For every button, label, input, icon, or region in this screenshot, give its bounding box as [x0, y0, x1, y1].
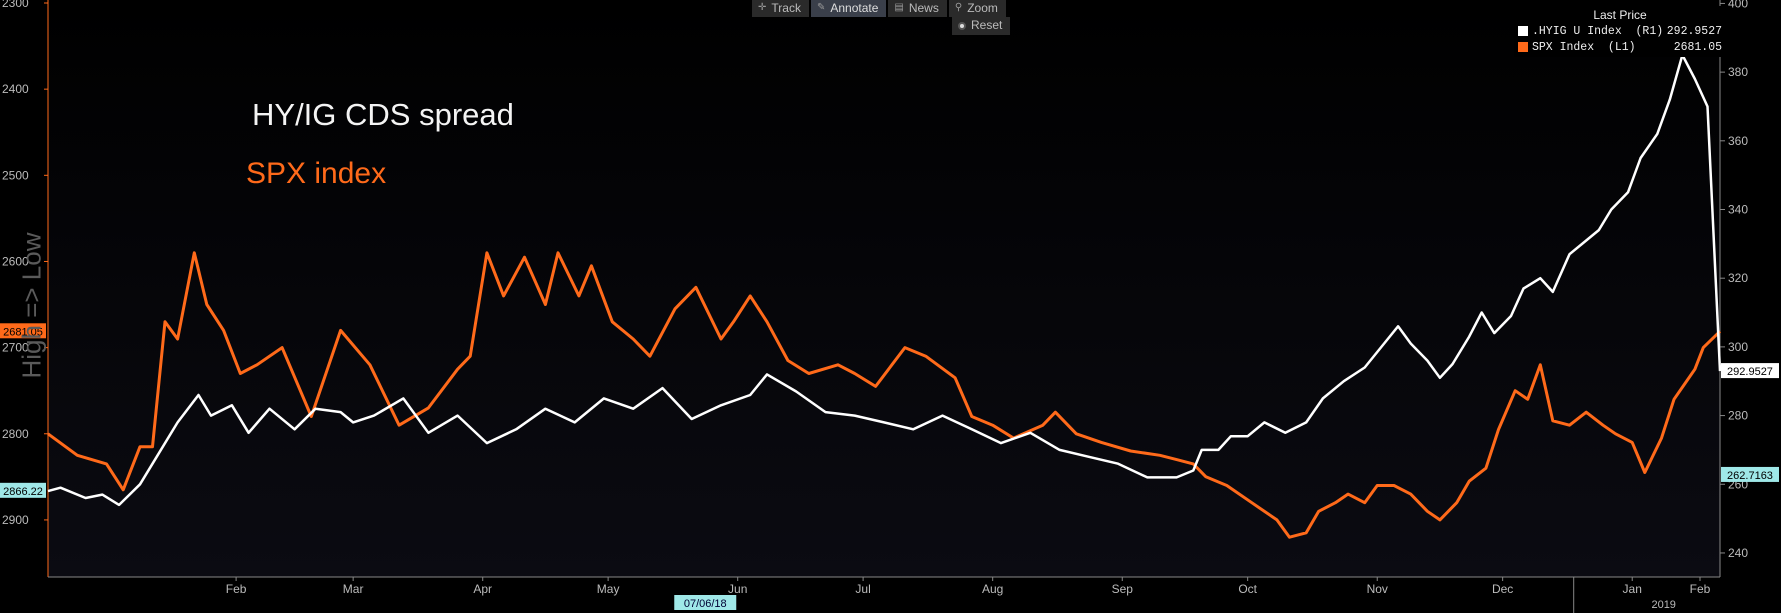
pencil-icon: ✎	[816, 2, 826, 13]
news-icon: ▤	[894, 2, 904, 13]
high-low-side-label: High => Low	[16, 232, 47, 379]
left-axis-ticks: 2300 2400 2500 2600 2700 2800 2900	[2, 0, 48, 527]
x-tick-label: Apr	[473, 582, 492, 596]
right-tick-label: 280	[1728, 409, 1748, 423]
annotate-button[interactable]: ✎ Annotate	[810, 0, 887, 17]
right-last-marker-box	[1721, 363, 1779, 379]
x-tick-label: Jan	[1623, 582, 1642, 596]
left-low-marker-box	[0, 482, 46, 498]
date-marker-box	[674, 595, 737, 610]
x-tick-label: Dec	[1492, 582, 1513, 596]
reset-label: Reset	[971, 18, 1003, 32]
reset-icon	[958, 21, 966, 30]
left-tick-label: 2600	[2, 254, 29, 268]
track-button[interactable]: ✛ Track	[752, 0, 809, 17]
hy-ig-annotation: HY/IG CDS spread	[252, 97, 514, 132]
legend-name: .HYIG U Index (R1)	[1532, 24, 1664, 38]
reset-button[interactable]: Reset	[952, 17, 1011, 35]
annotate-label: Annotate	[830, 1, 879, 15]
chart-legend: Last Price .HYIG U Index (R1) 292.9527 S…	[1514, 6, 1726, 57]
left-tick-label: 2400	[2, 82, 29, 96]
news-label: News	[908, 1, 939, 15]
right-tick-label: 300	[1728, 340, 1748, 354]
legend-item-spx: SPX Index (L1) 2681.05	[1518, 39, 1722, 55]
legend-item-hyig: .HYIG U Index (R1) 292.9527	[1518, 23, 1722, 39]
x-tick-label: Oct	[1238, 582, 1257, 596]
legend-swatch-hyig	[1518, 26, 1528, 36]
left-last-marker-label: 2681.05	[3, 326, 43, 338]
right-tick-label: 320	[1728, 271, 1748, 285]
legend-value: 2681.05	[1673, 40, 1722, 54]
crosshair-icon: ✛	[758, 2, 767, 13]
left-last-marker-box	[0, 323, 46, 339]
x-axis-ticks: Feb Mar Apr May Jun Jul Aug Sep Oct Nov Dec Jan Feb 2…	[226, 577, 1711, 613]
x-tick-label: Sep	[1112, 582, 1134, 596]
x-tick-label: Jul	[855, 582, 870, 596]
left-tick-label: 2800	[2, 427, 29, 441]
x-tick-label: Nov	[1367, 582, 1388, 596]
x-tick-label: Feb	[1690, 582, 1711, 596]
right-tick-label: 380	[1728, 65, 1748, 79]
x-tick-label: May	[597, 582, 620, 596]
legend-title: Last Price	[1593, 8, 1647, 22]
legend-value: 292.9527	[1666, 24, 1722, 38]
zoom-button[interactable]: ⚲ Zoom	[948, 0, 1006, 17]
spx-series-line	[47, 251, 1722, 539]
right-tick-label: 400	[1728, 0, 1748, 10]
chart-toolbar: ✛ Track ✎ Annotate ▤ News ⚲ Zoom	[752, 0, 1006, 17]
right-last-marker-label: 292.9527	[1727, 366, 1773, 378]
left-tick-label: 2700	[2, 341, 29, 355]
left-tick-label: 2300	[2, 0, 29, 10]
x-tick-label: Feb	[226, 582, 247, 596]
x-tick-label: Jun	[728, 582, 747, 596]
plot-area	[48, 0, 1720, 577]
track-label: Track	[771, 1, 801, 15]
legend-name: SPX Index (L1)	[1532, 40, 1636, 54]
magnifier-icon: ⚲	[954, 2, 963, 13]
x-tick-label: Aug	[982, 582, 1003, 596]
year-label: 2019	[1651, 599, 1675, 611]
left-low-marker-label: 2866.22	[3, 486, 43, 498]
right-tick-label: 340	[1728, 203, 1748, 217]
legend-swatch-spx	[1518, 42, 1528, 52]
axis-value-markers: 2681.05 2866.22 292.9527 262.7163	[0, 323, 1779, 498]
right-tick-label: 360	[1728, 134, 1748, 148]
right-low-marker-box	[1721, 466, 1779, 482]
date-marker-label: 07/06/18	[684, 598, 727, 610]
x-tick-label: Mar	[343, 582, 364, 596]
left-tick-label: 2900	[2, 513, 29, 527]
right-tick-label: 240	[1728, 546, 1748, 560]
left-tick-label: 2500	[2, 168, 29, 182]
hyig-series-line	[47, 53, 1722, 507]
spx-annotation: SPX index	[246, 157, 387, 190]
right-low-marker-label: 262.7163	[1727, 470, 1773, 482]
news-button[interactable]: ▤ News	[888, 0, 947, 17]
zoom-label: Zoom	[967, 1, 998, 15]
